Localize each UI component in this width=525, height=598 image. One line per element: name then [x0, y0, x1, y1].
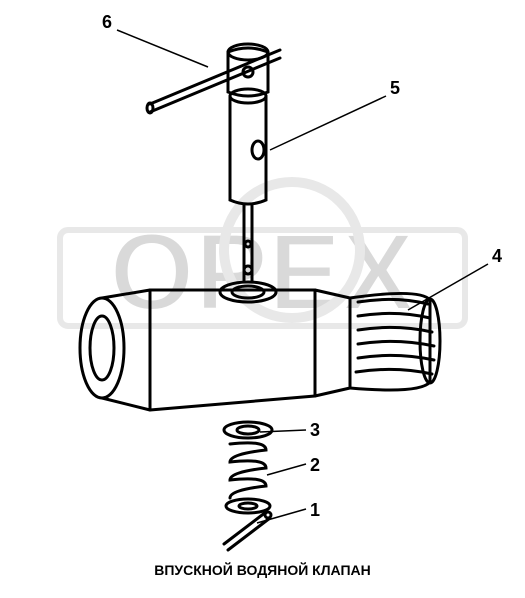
watermark: OPEX — [60, 182, 465, 334]
callout-label-1: 1 — [310, 500, 320, 520]
figure-caption: ВПУСКНОЙ ВОДЯНОЙ КЛАПАН — [0, 562, 525, 578]
callout-label-4: 4 — [492, 246, 502, 266]
callout-label-5: 5 — [390, 78, 400, 98]
valve-diagram: OPEX — [0, 0, 525, 598]
lower-parts — [224, 422, 272, 550]
callout-label-3: 3 — [310, 420, 320, 440]
diagram-stage: OPEX — [0, 0, 525, 598]
callout-label-2: 2 — [310, 455, 320, 475]
callout-label-6: 6 — [102, 12, 112, 32]
